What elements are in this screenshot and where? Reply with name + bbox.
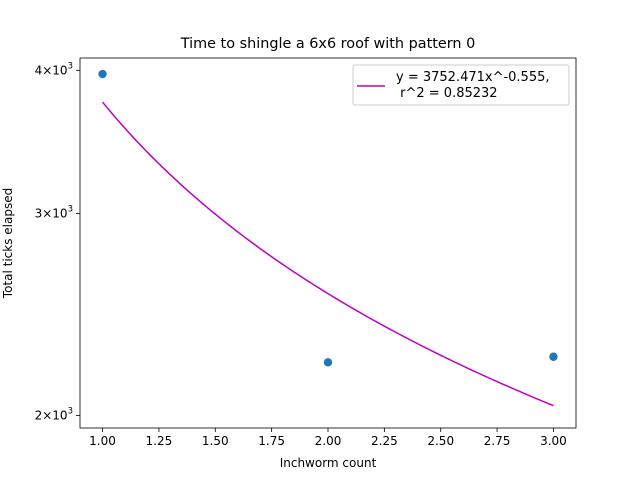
legend-fit-line2: r^2 = 0.85232 xyxy=(396,86,498,101)
data-point xyxy=(549,352,558,361)
legend-fit-line1: y = 3752.471x^-0.555, xyxy=(396,70,550,85)
data-point xyxy=(98,69,107,79)
fit-curve-group xyxy=(101,101,554,407)
legend-box xyxy=(352,64,570,106)
y-tick-label: 4×103 xyxy=(35,61,73,77)
y-tick-label: 2×103 xyxy=(35,406,73,422)
y-axis-ticks: 4×103 3×103 2×103 xyxy=(35,61,80,422)
x-tick-label: 1.25 xyxy=(146,434,173,448)
y-tick-label: 3×103 xyxy=(35,205,73,221)
x-axis-ticks: 1.00 1.25 1.50 1.75 2.00 2.25 2.50 2.75 3.00 xyxy=(89,428,567,448)
chart-title: Time to shingle a 6x6 roof with pattern … xyxy=(180,36,475,52)
x-tick-label: 1.50 xyxy=(202,434,229,448)
x-axis-label: Inchworm count xyxy=(280,456,377,470)
x-tick-label: 2.50 xyxy=(427,434,454,448)
legend: y = 3752.471x^-0.555, r^2 = 0.85232 xyxy=(352,64,570,106)
x-tick-label: 1.00 xyxy=(89,434,116,448)
data-points xyxy=(98,69,558,367)
x-tick-label: 1.75 xyxy=(258,434,285,448)
x-tick-label: 2.00 xyxy=(315,434,342,448)
x-tick-label: 3.00 xyxy=(540,434,567,448)
x-tick-label: 2.25 xyxy=(371,434,398,448)
x-tick-label: 2.75 xyxy=(484,434,511,448)
y-axis-label: Total ticks elapsed xyxy=(1,188,15,299)
fit-curve xyxy=(101,101,554,407)
data-point xyxy=(323,358,333,367)
